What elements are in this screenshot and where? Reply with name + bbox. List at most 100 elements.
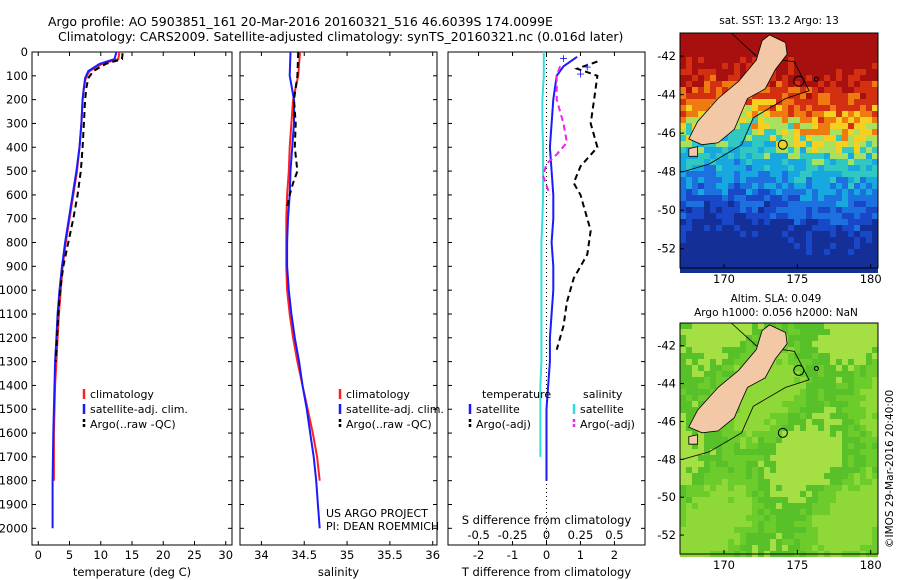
map-cell	[692, 207, 698, 213]
plot-frame	[31, 51, 233, 546]
map-cell	[710, 75, 716, 81]
map-cell	[722, 81, 728, 87]
map-cell	[794, 515, 800, 521]
map-cell	[764, 123, 770, 129]
map-cell	[746, 267, 752, 273]
map-cell	[734, 545, 740, 551]
map-cell	[806, 231, 812, 237]
map-cell	[728, 437, 734, 443]
map-cell	[830, 527, 836, 533]
map-cell	[848, 353, 854, 359]
map-cell	[698, 45, 704, 51]
map-cell	[830, 503, 836, 509]
map-cell	[740, 413, 746, 419]
lat-tick-label: -48	[657, 452, 676, 466]
map-cell	[704, 183, 710, 189]
map-cell	[860, 455, 866, 461]
map-cell	[812, 467, 818, 473]
map-cell	[722, 45, 728, 51]
map-cell	[854, 237, 860, 243]
map-cell	[686, 267, 692, 273]
plot-frame	[239, 51, 438, 546]
map-cell	[830, 195, 836, 201]
map-cell	[830, 497, 836, 503]
map-cell	[680, 87, 686, 93]
map-cell	[746, 231, 752, 237]
map-cell	[728, 515, 734, 521]
map-cell	[740, 539, 746, 545]
map-cell	[740, 419, 746, 425]
map-cell	[854, 425, 860, 431]
map-cell	[824, 359, 830, 365]
map-cell	[716, 201, 722, 207]
map-cell	[746, 105, 752, 111]
map-cell	[752, 93, 758, 99]
map-cell	[758, 455, 764, 461]
map-cell	[794, 165, 800, 171]
map-cell	[848, 341, 854, 347]
map-cell	[746, 33, 752, 39]
map-cell	[842, 81, 848, 87]
map-cell	[800, 87, 806, 93]
map-cell	[740, 153, 746, 159]
map-cell	[848, 63, 854, 69]
map-cell	[716, 371, 722, 377]
map-cell	[710, 467, 716, 473]
map-cell	[842, 99, 848, 105]
map-cell	[872, 75, 878, 81]
map-cell	[800, 401, 806, 407]
map-cell	[848, 237, 854, 243]
map-cell	[836, 461, 842, 467]
map-cell	[782, 497, 788, 503]
map-cell	[860, 335, 866, 341]
map-cell	[746, 39, 752, 45]
map-cell	[716, 485, 722, 491]
map-cell	[854, 437, 860, 443]
map-cell	[770, 243, 776, 249]
map-cell	[854, 105, 860, 111]
map-cell	[866, 353, 872, 359]
map-cell	[746, 45, 752, 51]
map-cell	[704, 389, 710, 395]
map-cell	[818, 503, 824, 509]
map-cell	[836, 347, 842, 353]
map-cell	[746, 485, 752, 491]
map-cell	[842, 437, 848, 443]
map-cell	[746, 479, 752, 485]
map-cell	[722, 347, 728, 353]
map-cell	[704, 503, 710, 509]
map-cell	[842, 473, 848, 479]
map-cell	[836, 401, 842, 407]
legend-entry: satellite	[476, 403, 520, 416]
map-cell	[788, 225, 794, 231]
map-cell	[794, 425, 800, 431]
map-cell	[680, 153, 686, 159]
map-cell	[692, 533, 698, 539]
map-cell	[716, 75, 722, 81]
map-cell	[752, 545, 758, 551]
map-cell	[776, 141, 782, 147]
series-line-temperature-satellite	[545, 55, 578, 481]
map-cell	[860, 449, 866, 455]
map-cell	[842, 545, 848, 551]
map-cell	[716, 165, 722, 171]
map-cell	[746, 473, 752, 479]
x-tick-label: 35.5	[377, 548, 403, 562]
y-tick-label: 400	[6, 140, 28, 154]
map-cell	[698, 491, 704, 497]
map-cell	[860, 377, 866, 383]
map-cell	[686, 255, 692, 261]
map-cell	[698, 335, 704, 341]
map-cell	[818, 443, 824, 449]
map-cell	[734, 479, 740, 485]
map-cell	[728, 341, 734, 347]
map-cell	[692, 383, 698, 389]
map-cell	[692, 347, 698, 353]
map-cell	[776, 255, 782, 261]
map-cell	[764, 443, 770, 449]
map-cell	[854, 219, 860, 225]
map-cell	[866, 425, 872, 431]
map-cell	[818, 383, 824, 389]
map-cell	[788, 515, 794, 521]
map-cell	[818, 509, 824, 515]
